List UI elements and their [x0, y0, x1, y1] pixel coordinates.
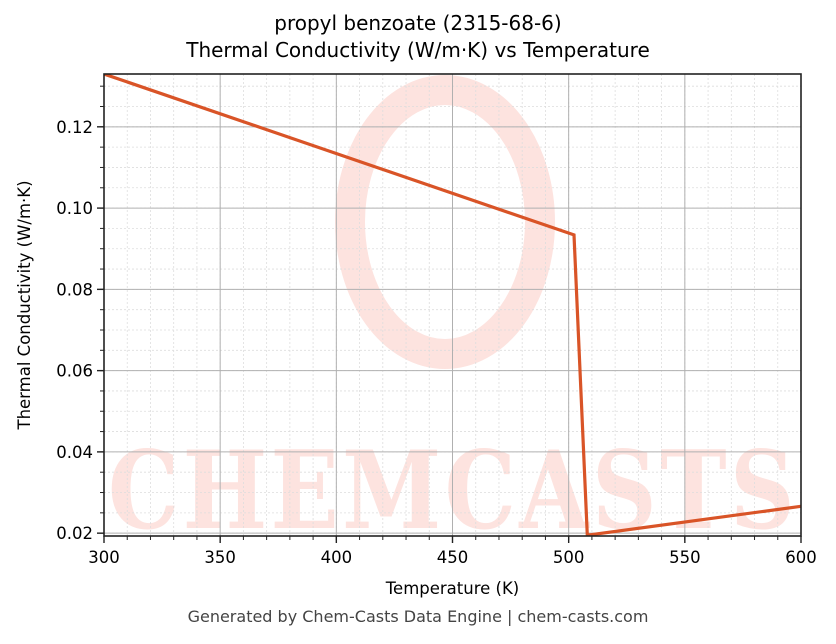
chart-title-compound: propyl benzoate (2315-68-6): [274, 11, 562, 35]
x-tick-label: 450: [437, 548, 469, 567]
footer-credit: Generated by Chem-Casts Data Engine | ch…: [187, 607, 649, 626]
y-axis: 0.02 0.04 0.06 0.08 0.10 0.12: [56, 85, 104, 543]
y-tick-label: 0.10: [56, 199, 93, 218]
y-tick-label: 0.04: [56, 443, 93, 462]
x-tick-label: 500: [553, 548, 585, 567]
y-tick-label: 0.08: [56, 280, 93, 299]
y-tick-label: 0.06: [56, 362, 93, 381]
x-tick-label: 550: [669, 548, 701, 567]
y-axis-label: Thermal Conductivity (W/m·K): [15, 180, 34, 430]
x-tick-label: 400: [321, 548, 353, 567]
x-tick-label: 600: [785, 548, 817, 567]
watermark-logo-ring: [335, 75, 555, 369]
watermark-text: CHEMCASTS: [108, 428, 798, 554]
x-tick-label: 300: [88, 548, 120, 567]
series-line: [104, 74, 801, 536]
y-tick-label: 0.02: [56, 524, 93, 543]
chart-title-property: Thermal Conductivity (W/m·K) vs Temperat…: [186, 38, 650, 62]
y-tick-label: 0.12: [56, 118, 93, 137]
data-series: [104, 74, 801, 536]
x-tick-label: 350: [204, 548, 236, 567]
x-axis-label: Temperature (K): [385, 579, 519, 598]
x-axis: 300 350 400 450 500 550 600: [88, 536, 817, 567]
